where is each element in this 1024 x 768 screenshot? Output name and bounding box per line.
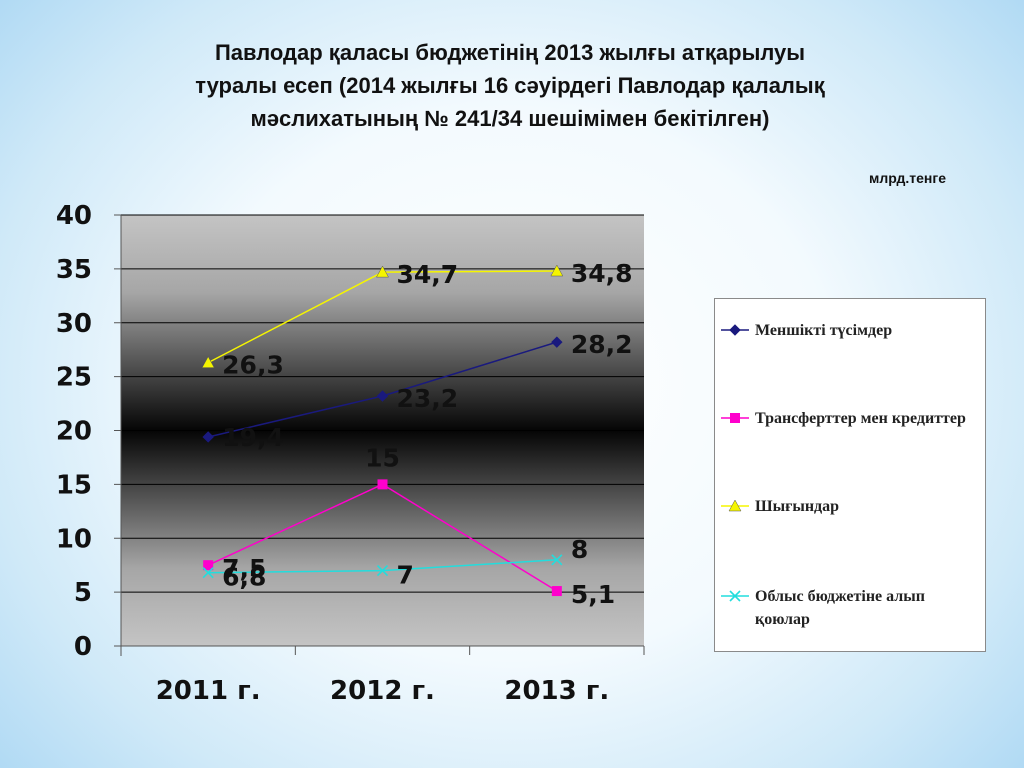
data-label: 28,2 [571,330,633,359]
unit-label: млрд.тенге [869,170,946,186]
data-point [202,431,214,443]
data-label: 5,1 [571,580,615,609]
data-point [202,567,214,579]
x-marker-stroke [729,590,741,602]
legend-label: Трансферттер мен кредиттер [755,410,966,427]
legend-swatch [721,590,749,602]
legend-label: Меншікті түсімдер [755,322,893,339]
data-point [201,356,215,368]
data-label: 7,5 [222,554,266,583]
data-point [377,479,388,490]
data-label: 34,8 [571,259,633,288]
y-tick-label: 15 [56,470,92,500]
legend-label: Облыс бюджетіне алып қоюлар [755,588,925,628]
data-label: 23,2 [397,384,459,413]
data-label: 26,3 [222,351,284,380]
x-tick-label: 2013 г. [504,676,609,706]
data-label: 19,4 [222,423,284,452]
data-label: 15 [365,443,400,472]
legend-label: Шығындар [755,498,840,515]
data-label: 34,7 [397,260,459,289]
data-point [550,264,564,277]
y-tick-label: 20 [56,417,92,447]
data-label: 6,8 [222,563,266,592]
legend-swatch [721,413,749,423]
data-point [376,565,389,577]
y-tick-label: 5 [74,578,92,608]
x-tick-label: 2011 г. [156,676,261,706]
x-marker-stroke [202,567,214,579]
y-tick-label: 10 [56,524,92,554]
title-line-3: мәслихатының № 241/34 шешімімен бекітілг… [250,106,770,131]
slide-title: Павлодар қаласы бюджетінің 2013 жылғы ат… [80,36,940,135]
y-tick-label: 0 [74,632,92,662]
legend: Меншікті түсімдер Трансферттер мен кредит… [714,298,986,652]
legend-swatch [721,324,749,336]
title-line-1: Павлодар қаласы бюджетінің 2013 жылғы ат… [214,40,806,65]
data-point [729,590,741,602]
x-marker-stroke [376,565,389,577]
legend-swatch [721,499,749,512]
data-point [376,390,389,402]
data-point [551,554,563,566]
y-tick-label: 25 [56,363,92,393]
data-label: 7 [397,561,414,590]
y-tick-label: 30 [56,309,92,339]
data-label: 8 [571,535,588,564]
y-tick-label: 40 [56,201,92,231]
data-point [203,560,214,571]
y-tick-label: 35 [56,255,92,285]
data-point [551,586,562,597]
data-point [728,499,742,512]
x-marker-stroke [551,554,563,566]
title-line-2: туралы есеп (2014 жылғы 16 сәуірдегі Пав… [195,73,825,98]
data-point [729,324,741,336]
x-tick-label: 2012 г. [330,676,435,706]
data-point [376,265,389,278]
data-point [551,336,563,348]
data-point [730,413,740,423]
